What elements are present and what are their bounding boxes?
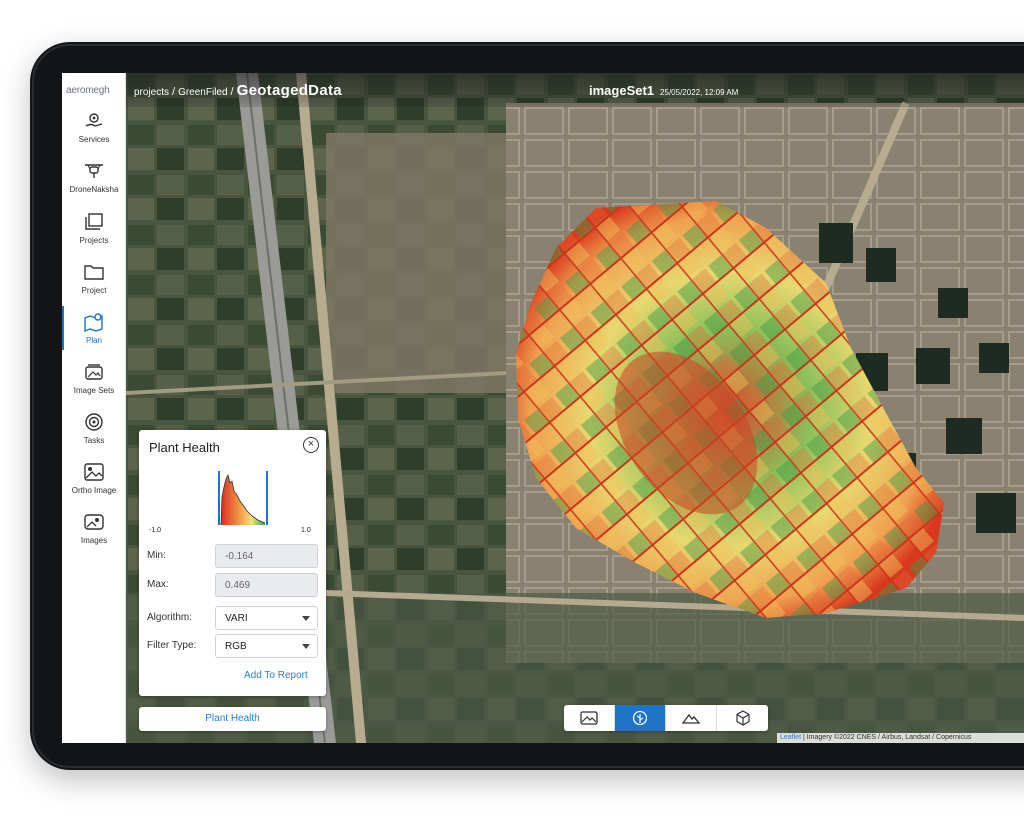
tool-3d[interactable]	[717, 705, 768, 731]
algorithm-select[interactable]: VARI	[215, 606, 318, 630]
sidebar-item-label: Project	[81, 286, 107, 295]
chevron-down-icon	[302, 616, 310, 621]
cube-icon	[735, 710, 750, 726]
photo-icon	[84, 514, 104, 530]
sidebar-item-label: Ortho Image	[71, 486, 117, 495]
algorithm-label: Algorithm:	[147, 612, 193, 623]
panel-title: Plant Health	[149, 440, 220, 455]
chevron-down-icon	[302, 644, 310, 649]
close-icon: ×	[307, 438, 315, 450]
image-icon	[84, 463, 104, 481]
sidebar-item-image-sets[interactable]: Image Sets	[62, 362, 126, 406]
image-set-date: 25/05/2022, 12:09 AM	[660, 88, 739, 97]
sidebar-item-project[interactable]: Project	[62, 262, 126, 306]
sidebar-item-tasks[interactable]: Tasks	[62, 412, 126, 456]
range-min-label: -1.0	[149, 527, 162, 534]
image-stack-icon	[85, 364, 103, 380]
sidebar-item-projects[interactable]: Projects	[62, 212, 126, 256]
sidebar-item-dronenaksha[interactable]: DroneNaksha	[62, 161, 126, 205]
map-attribution: Leaflet | Imagery ©2022 CNES / Airbus, L…	[777, 733, 1024, 743]
sidebar-item-label: Image Sets	[73, 386, 115, 395]
max-label: Max:	[147, 579, 169, 590]
max-value: 0.469	[225, 580, 251, 591]
terrain-icon	[682, 713, 700, 724]
image-set-name: imageSet1	[589, 83, 655, 98]
breadcrumb-projects[interactable]: projects	[134, 87, 170, 98]
attribution-text: | Imagery ©2022 CNES / Airbus, Landsat /…	[801, 734, 972, 741]
logo-text: aeromegh	[66, 85, 110, 96]
plant-health-button[interactable]: Plant Health	[139, 707, 326, 731]
algorithm-value: VARI	[225, 613, 248, 624]
filter-type-label: Filter Type:	[147, 640, 197, 651]
min-value: -0.164	[225, 551, 254, 562]
target-icon	[85, 413, 103, 431]
range-max-label: 1.0	[301, 527, 311, 534]
folders-icon	[85, 213, 103, 230]
sidebar-item-services[interactable]: Services	[62, 111, 126, 155]
map-header: projects / GreenFiled / GeotagedData imageSe…	[126, 73, 1024, 107]
tool-image[interactable]	[564, 705, 615, 731]
add-to-report-link[interactable]: Add To Report	[244, 670, 308, 681]
breadcrumb: projects / GreenFiled / GeotagedData	[134, 82, 342, 99]
sidebar-item-label: Services	[78, 135, 110, 144]
sidebar-item-label: Images	[80, 536, 108, 545]
leaflet-link[interactable]: Leaflet	[780, 734, 802, 741]
breadcrumb-separator: /	[172, 86, 176, 98]
sidebar-item-label: Projects	[79, 236, 109, 245]
tablet-bezel	[32, 44, 1024, 768]
ndvi-leaf-icon	[632, 710, 648, 726]
tool-plant-health[interactable]	[615, 705, 666, 731]
min-field[interactable]: -0.164	[215, 544, 318, 568]
map-pin-icon	[84, 313, 103, 332]
breadcrumb-separator: /	[230, 86, 234, 98]
max-field[interactable]: 0.469	[215, 573, 318, 597]
sidebar: aeromegh Services DroneNaksha Projects P…	[62, 73, 126, 743]
sidebar-item-images[interactable]: Images	[62, 512, 126, 556]
map-toolbar	[564, 705, 768, 731]
filter-type-value: RGB	[225, 641, 247, 652]
sidebar-item-plan[interactable]: Plan	[62, 306, 126, 356]
sidebar-item-label: Plan	[85, 336, 102, 345]
breadcrumb-project[interactable]: GreenFiled	[178, 87, 228, 98]
sidebar-item-label: DroneNaksha	[69, 185, 119, 194]
drone-icon	[85, 164, 103, 178]
image-icon	[580, 711, 598, 725]
sidebar-item-ortho-image[interactable]: Ortho Image	[62, 462, 126, 506]
sidebar-item-label: Tasks	[83, 436, 105, 445]
breadcrumb-current: GeotagedData	[236, 82, 342, 99]
plant-health-panel: Plant Health × -1.0 1.0 Min: -0.164 Max:…	[139, 430, 326, 696]
gear-hand-icon	[85, 113, 103, 127]
app-screen: projects / GreenFiled / GeotagedData imageSe…	[62, 73, 1024, 743]
histogram	[218, 471, 268, 526]
folder-icon	[84, 265, 104, 280]
image-set-info: imageSet1 25/05/2022, 12:09 AM	[589, 82, 738, 100]
close-button[interactable]: ×	[303, 437, 319, 453]
tool-terrain[interactable]	[666, 705, 717, 731]
min-label: Min:	[147, 550, 166, 561]
logo[interactable]: aeromegh	[66, 85, 110, 96]
filter-type-select[interactable]: RGB	[215, 634, 318, 658]
